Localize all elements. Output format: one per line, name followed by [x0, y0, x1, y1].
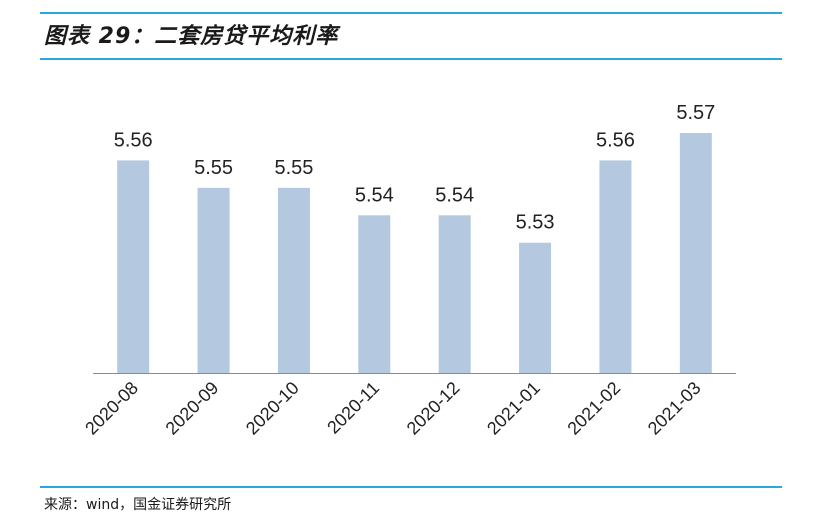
value-label-2020-11: 5.54: [355, 184, 394, 206]
x-tick-label-group: 2020-08 2020-09 2020-10 2020-11 2020-12 2021-…: [81, 378, 704, 439]
bar-2020-09: [197, 187, 230, 373]
bar-2021-03: [679, 133, 712, 373]
value-label-2020-12: 5.54: [435, 184, 474, 206]
bar-group: [117, 133, 712, 373]
source-note: 来源：wind，国金证券研究所: [44, 497, 232, 513]
title-bottom-rule: [40, 58, 782, 60]
x-tick-label-2020-10: 2020-10: [242, 378, 303, 439]
value-label-2021-03: 5.57: [676, 102, 715, 124]
title-top-rule: [40, 12, 782, 14]
value-label-group: 5.56 5.55 5.55 5.54 5.54 5.53 5.56 5.57: [114, 102, 716, 234]
x-tick-label-2020-09: 2020-09: [162, 378, 223, 439]
x-tick-label-2020-12: 2020-12: [403, 378, 464, 439]
value-label-2020-10: 5.55: [274, 157, 313, 179]
source-top-rule: [40, 486, 782, 488]
x-tick-label-2020-08: 2020-08: [81, 378, 142, 439]
x-tick-label-2021-02: 2021-02: [563, 378, 624, 439]
bar-2020-10: [277, 187, 310, 373]
figure-title: 图表 29：二套房贷平均利率: [44, 24, 339, 49]
value-label-2020-08: 5.56: [114, 129, 153, 151]
value-label-2021-02: 5.56: [596, 129, 635, 151]
x-tick-label-2021-03: 2021-03: [644, 378, 705, 439]
x-tick-label-2020-11: 2020-11: [323, 378, 383, 438]
bar-2020-12: [438, 215, 471, 373]
bar-2021-02: [599, 160, 632, 373]
value-label-2021-01: 5.53: [516, 212, 555, 234]
bar-2020-11: [358, 215, 391, 373]
value-label-2020-09: 5.55: [194, 157, 233, 179]
bar-2021-01: [519, 242, 552, 373]
bar-2020-08: [117, 160, 150, 373]
x-tick-label-2021-01: 2021-01: [483, 378, 544, 439]
